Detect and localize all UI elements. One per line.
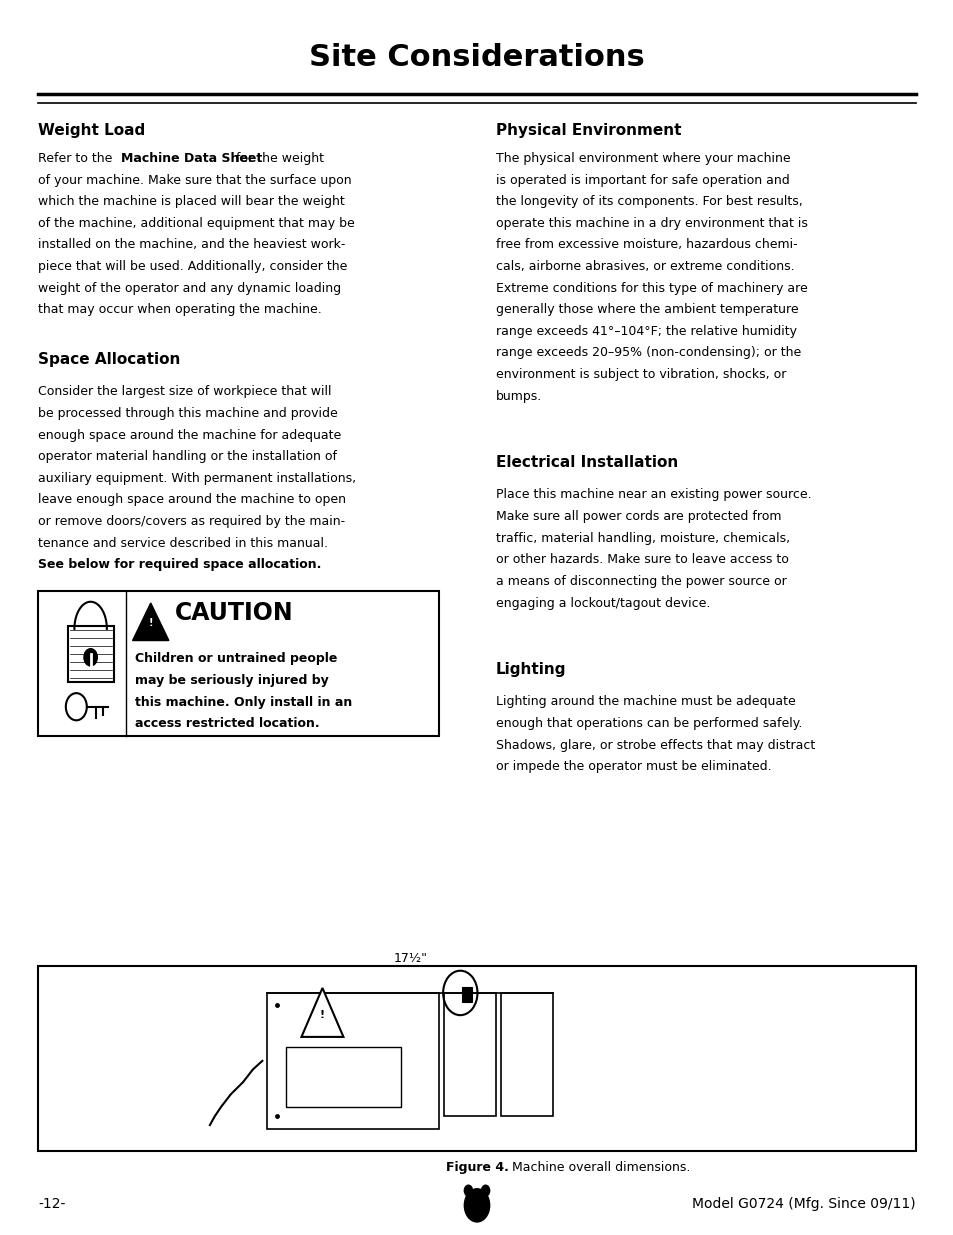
Text: which the machine is placed will bear the weight: which the machine is placed will bear th… xyxy=(38,195,345,209)
Text: Lighting: Lighting xyxy=(496,662,566,677)
Text: or impede the operator must be eliminated.: or impede the operator must be eliminate… xyxy=(496,761,771,773)
Circle shape xyxy=(463,1184,473,1197)
Text: for the weight: for the weight xyxy=(232,152,323,165)
Text: this machine. Only install in an: this machine. Only install in an xyxy=(135,695,353,709)
Text: Place this machine near an existing power source.: Place this machine near an existing powe… xyxy=(496,489,811,501)
Text: tenance and service described in this manual.: tenance and service described in this ma… xyxy=(38,537,328,550)
Text: traffic, material handling, moisture, chemicals,: traffic, material handling, moisture, ch… xyxy=(496,532,789,545)
Text: Figure 4.: Figure 4. xyxy=(445,1161,508,1174)
Text: Machine Data Sheet: Machine Data Sheet xyxy=(121,152,262,165)
Text: Extreme conditions for this type of machinery are: Extreme conditions for this type of mach… xyxy=(496,282,807,295)
Text: may be seriously injured by: may be seriously injured by xyxy=(135,674,329,687)
Text: range exceeds 20–95% (non-condensing); or the: range exceeds 20–95% (non-condensing); o… xyxy=(496,347,801,359)
Text: enough space around the machine for adequate: enough space around the machine for adeq… xyxy=(38,429,341,442)
Bar xyxy=(68,626,113,682)
Bar xyxy=(500,993,553,1116)
Text: a means of disconnecting the power source or: a means of disconnecting the power sourc… xyxy=(496,576,786,588)
Bar xyxy=(38,590,438,736)
Text: that may occur when operating the machine.: that may occur when operating the machin… xyxy=(38,304,321,316)
Text: operate this machine in a dry environment that is: operate this machine in a dry environmen… xyxy=(496,217,807,230)
Text: Electrical Installation: Electrical Installation xyxy=(496,456,678,471)
Text: Physical Environment: Physical Environment xyxy=(496,124,680,138)
Text: Machine overall dimensions.: Machine overall dimensions. xyxy=(508,1161,690,1174)
Text: See below for required space allocation.: See below for required space allocation. xyxy=(38,558,321,572)
Text: The physical environment where your machine: The physical environment where your mach… xyxy=(496,152,790,165)
Text: 16½": 16½" xyxy=(621,1049,656,1061)
Text: Lighting around the machine must be adequate: Lighting around the machine must be adeq… xyxy=(496,695,795,709)
Text: CAUTION: CAUTION xyxy=(174,600,293,625)
Text: Refer to the: Refer to the xyxy=(38,152,116,165)
Text: Consider the largest size of workpiece that will: Consider the largest size of workpiece t… xyxy=(38,385,332,399)
Text: free from excessive moisture, hazardous chemi-: free from excessive moisture, hazardous … xyxy=(496,238,797,252)
Bar xyxy=(286,1047,400,1107)
Text: Model G0724 (Mfg. Since 09/11): Model G0724 (Mfg. Since 09/11) xyxy=(692,1197,915,1212)
Text: Children or untrained people: Children or untrained people xyxy=(135,652,337,666)
Bar xyxy=(461,987,471,1002)
Text: installed on the machine, and the heaviest work-: installed on the machine, and the heavie… xyxy=(38,238,345,252)
Text: leave enough space around the machine to open: leave enough space around the machine to… xyxy=(38,494,346,506)
Text: access restricted location.: access restricted location. xyxy=(135,718,320,730)
Text: bumps.: bumps. xyxy=(496,390,541,403)
Text: range exceeds 41°–104°F; the relative humidity: range exceeds 41°–104°F; the relative hu… xyxy=(496,325,797,338)
Text: !: ! xyxy=(149,618,152,627)
Text: Space Allocation: Space Allocation xyxy=(38,352,180,367)
Polygon shape xyxy=(132,603,169,641)
Text: cals, airborne abrasives, or extreme conditions.: cals, airborne abrasives, or extreme con… xyxy=(496,261,794,273)
Text: enough that operations can be performed safely.: enough that operations can be performed … xyxy=(496,718,801,730)
Text: !: ! xyxy=(319,1010,325,1020)
Bar xyxy=(38,966,915,1151)
Text: the longevity of its components. For best results,: the longevity of its components. For bes… xyxy=(496,195,802,209)
Text: Site Considerations: Site Considerations xyxy=(309,43,644,72)
Text: Shadows, glare, or strobe effects that may distract: Shadows, glare, or strobe effects that m… xyxy=(496,739,815,752)
Circle shape xyxy=(480,1184,490,1197)
Text: engaging a lockout/tagout device.: engaging a lockout/tagout device. xyxy=(496,597,710,610)
Text: Weight Load: Weight Load xyxy=(38,124,145,138)
Text: Make sure all power cords are protected from: Make sure all power cords are protected … xyxy=(496,510,781,524)
Text: 17½": 17½" xyxy=(393,951,427,965)
Text: -12-: -12- xyxy=(38,1197,66,1212)
Text: be processed through this machine and provide: be processed through this machine and pr… xyxy=(38,408,337,420)
Circle shape xyxy=(463,1188,490,1223)
Circle shape xyxy=(84,648,97,666)
Text: or other hazards. Make sure to leave access to: or other hazards. Make sure to leave acc… xyxy=(496,553,788,567)
Text: generally those where the ambient temperature: generally those where the ambient temper… xyxy=(496,304,798,316)
Bar xyxy=(443,993,496,1116)
Text: or remove doors/covers as required by the main-: or remove doors/covers as required by th… xyxy=(38,515,345,529)
Text: environment is subject to vibration, shocks, or: environment is subject to vibration, sho… xyxy=(496,368,785,382)
Text: of the machine, additional equipment that may be: of the machine, additional equipment tha… xyxy=(38,217,355,230)
Text: of your machine. Make sure that the surface upon: of your machine. Make sure that the surf… xyxy=(38,173,352,186)
Polygon shape xyxy=(301,988,343,1037)
Text: piece that will be used. Additionally, consider the: piece that will be used. Additionally, c… xyxy=(38,261,347,273)
Bar xyxy=(267,993,438,1129)
Text: auxiliary equipment. With permanent installations,: auxiliary equipment. With permanent inst… xyxy=(38,472,355,485)
Text: weight of the operator and any dynamic loading: weight of the operator and any dynamic l… xyxy=(38,282,341,295)
Text: is operated is important for safe operation and: is operated is important for safe operat… xyxy=(496,173,789,186)
Text: operator material handling or the installation of: operator material handling or the instal… xyxy=(38,451,336,463)
